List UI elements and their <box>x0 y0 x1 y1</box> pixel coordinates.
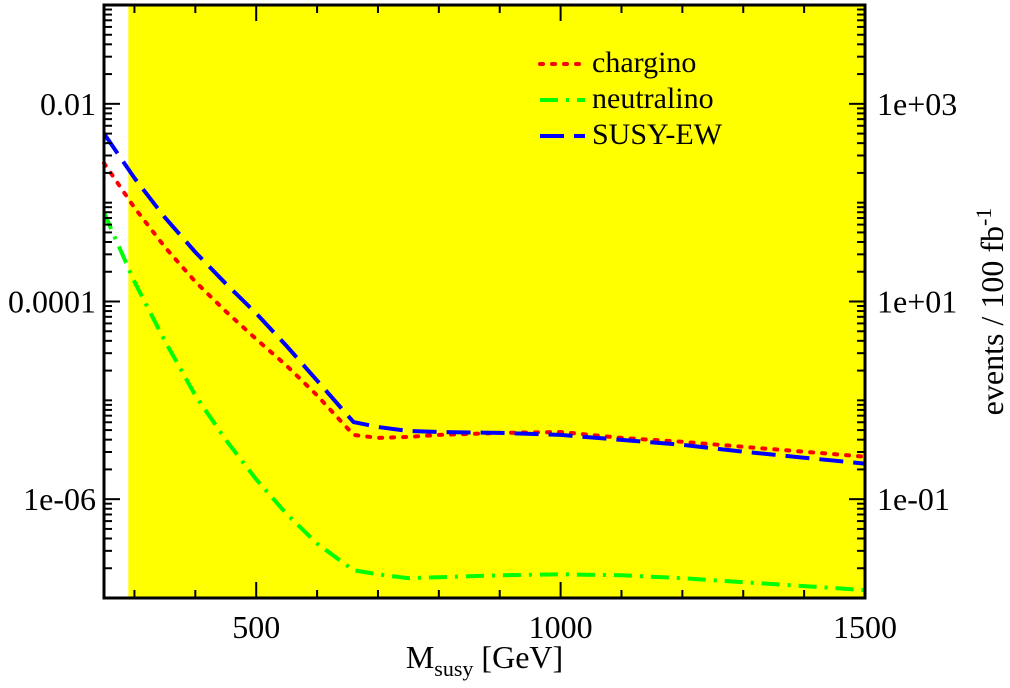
x-tick-label: 1500 <box>833 609 897 645</box>
right-y-axis-title: events / 100 fb-1 <box>971 208 1010 416</box>
legend-label-chargino: chargino <box>592 46 696 79</box>
labels-layer: 500 1000 1500 0.01 0.0001 1e-06 1e+03 1e+01 1e-0… <box>8 86 957 645</box>
plot-frame <box>102 3 867 600</box>
x-tick-label: 1000 <box>529 609 593 645</box>
x-tick-label: 500 <box>232 609 280 645</box>
y-tick-label-right: 1e+03 <box>877 86 957 122</box>
right-y-axis-title-main: events / 100 fb <box>974 226 1010 415</box>
x-axis-title: Msusy [GeV] <box>406 639 563 681</box>
right-y-axis-title-superscript: -1 <box>971 208 996 226</box>
y-tick-label-right: 1e-01 <box>877 481 950 517</box>
x-axis-title-subscript: susy <box>434 656 473 681</box>
series-line-chargino <box>102 161 867 459</box>
y-tick-label-right: 1e+01 <box>877 284 957 320</box>
y-tick-label-left: 1e-06 <box>23 481 96 517</box>
y-tick-label-left: 0.01 <box>40 86 96 122</box>
x-axis-title-unit: [GeV] <box>473 639 563 675</box>
series-line-susy-ew <box>102 132 866 466</box>
y-tick-label-left: 0.0001 <box>8 284 96 320</box>
series-layer <box>102 132 867 593</box>
shaded-region <box>128 5 866 598</box>
legend-label-neutralino: neutralino <box>592 82 714 115</box>
x-axis-title-main: M <box>406 639 434 675</box>
legend-label-susy-ew: SUSY-EW <box>592 118 723 151</box>
